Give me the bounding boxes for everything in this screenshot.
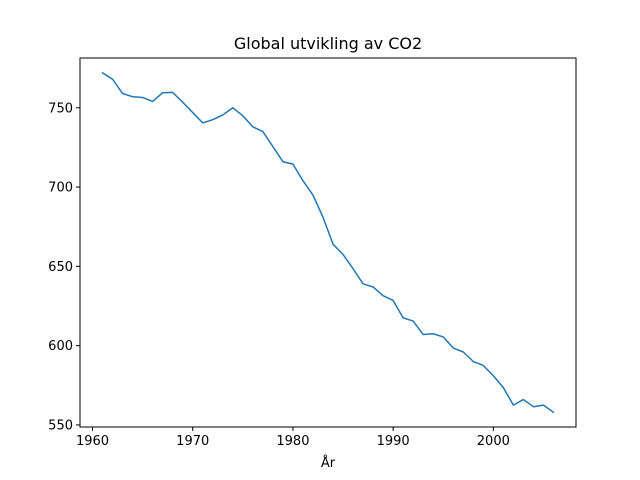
y-tick-label: 750 xyxy=(48,101,73,116)
x-axis-label: År xyxy=(321,455,336,471)
y-tick-label: 650 xyxy=(48,260,73,275)
axes-frame xyxy=(79,57,577,428)
x-tick-label: 1980 xyxy=(276,434,309,449)
x-tick-label: 1960 xyxy=(76,434,109,449)
y-tick-label: 600 xyxy=(48,339,73,354)
x-tick-label: 1970 xyxy=(176,434,209,449)
x-tick-label: 2000 xyxy=(477,434,510,449)
x-tick-label: 1990 xyxy=(377,434,410,449)
series-line xyxy=(101,71,555,414)
y-tick-label: 700 xyxy=(48,181,73,196)
y-tick-label: 550 xyxy=(48,418,73,433)
plot-area: 1960 1970 1980 1990 2000 550 600 650 700 750 xyxy=(48,57,577,449)
chart-title: Global utvikling av CO2 xyxy=(234,34,422,53)
